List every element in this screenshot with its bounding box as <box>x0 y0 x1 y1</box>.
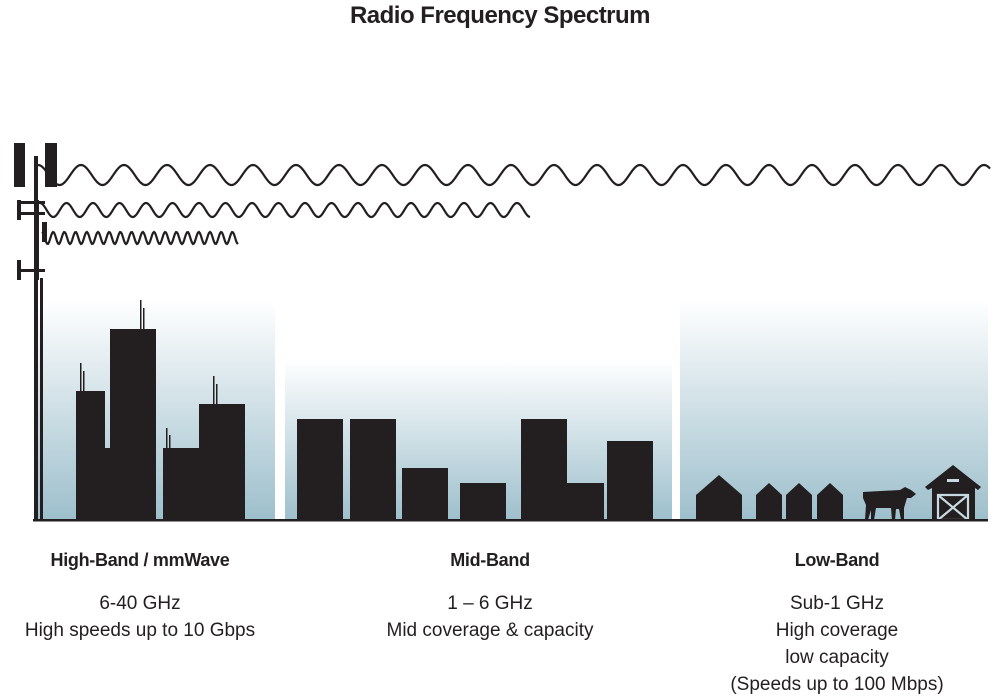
high-band-wave <box>41 230 239 246</box>
band-description: High coverage <box>775 620 899 641</box>
band-frequency: 6-40 GHz <box>99 593 181 614</box>
band-frequency: Sub-1 GHz <box>790 593 884 614</box>
cow-icon <box>863 487 916 520</box>
band-description: Mid coverage & capacity <box>386 620 594 641</box>
band-description: low capacity <box>785 647 889 668</box>
cell-tower-icon <box>14 143 57 520</box>
mid-band-label: Mid-Band 1 – 6 GHz Mid coverage & capaci… <box>360 546 620 644</box>
mid-band-buildings <box>297 419 653 520</box>
band-name: Low-Band <box>794 550 880 570</box>
city-skyline-icon <box>76 300 245 520</box>
band-name: High-Band / mmWave <box>50 550 230 570</box>
band-speed: (Speeds up to 100 Mbps) <box>730 674 944 695</box>
low-band-wave <box>37 163 991 187</box>
high-band-label: High-Band / mmWave 6-40 GHz High speeds … <box>20 546 260 644</box>
band-description: High speeds up to 10 Gbps <box>24 620 256 641</box>
barn-icon <box>925 465 981 522</box>
mid-band-wave <box>39 201 531 219</box>
diagram-title: Radio Frequency Spectrum <box>349 2 651 29</box>
low-band-label: Low-Band Sub-1 GHz High coverage low cap… <box>700 546 974 698</box>
band-frequency: 1 – 6 GHz <box>447 593 533 614</box>
band-name: Mid-Band <box>450 550 530 570</box>
ground-line <box>33 519 988 522</box>
house-icon <box>696 475 843 520</box>
waves <box>37 163 991 246</box>
